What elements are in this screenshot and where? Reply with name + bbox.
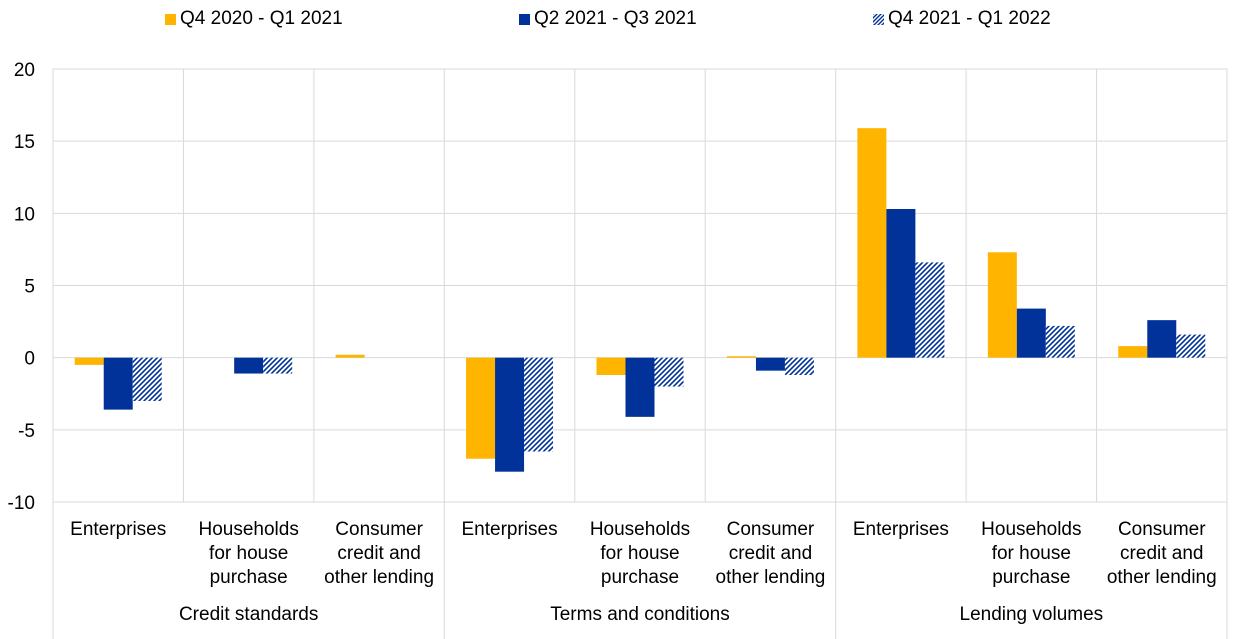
bar-3-2 [263, 357, 293, 374]
legend-item-series-3: Q4 2021 - Q1 2022 [873, 8, 1051, 30]
y-tick-label: -5 [18, 421, 35, 442]
y-tick-label: 5 [24, 277, 35, 298]
bar-2-2 [234, 357, 264, 374]
legend-swatch-series-2 [519, 13, 530, 25]
legend-item-series-1: Q4 2020 - Q1 2021 [165, 8, 343, 30]
x-category-label: Households for house purchase [590, 519, 690, 588]
bar-2-7 [886, 209, 916, 358]
y-tick-label: 10 [14, 204, 35, 225]
legend-label-series-1: Q4 2020 - Q1 2021 [180, 8, 343, 29]
bar-1-7 [857, 128, 887, 358]
bar-3-1 [132, 357, 162, 401]
legend-swatch-series-1 [165, 13, 176, 25]
x-category-label: Consumer credit and other lending [324, 519, 434, 588]
x-category-label: Consumer credit and other lending [716, 519, 826, 588]
bar-1-6 [726, 356, 756, 358]
bar-3-8 [1045, 325, 1075, 358]
x-category-label: Enterprises [462, 519, 558, 540]
y-tick-label: 15 [14, 132, 35, 153]
x-category-label: Households for house purchase [198, 519, 298, 588]
bars [74, 128, 1206, 472]
bar-3-9 [1176, 334, 1206, 358]
bar-1-8 [987, 252, 1017, 358]
bar-3-6 [784, 357, 814, 375]
bar-2-5 [625, 357, 655, 417]
bar-1-1 [74, 357, 104, 365]
bar-1-4 [466, 357, 496, 459]
legend-swatch-series-3 [873, 13, 884, 25]
y-tick-label: 0 [24, 349, 35, 370]
x-group-label: Credit standards [179, 604, 318, 625]
y-tick-label: 20 [14, 60, 35, 81]
y-tick-label: -10 [8, 493, 35, 514]
legend-label-series-3: Q4 2021 - Q1 2022 [888, 8, 1051, 29]
chart-legend: Q4 2020 - Q1 2021 Q2 2021 - Q3 2021 Q4 2… [0, 8, 1240, 38]
bar-1-5 [596, 357, 626, 375]
bar-3-4 [524, 357, 554, 452]
legend-label-series-2: Q2 2021 - Q3 2021 [534, 8, 697, 29]
bar-3-5 [654, 357, 684, 387]
bar-2-6 [755, 357, 785, 371]
x-category-label: Enterprises [853, 519, 949, 540]
x-category-label: Enterprises [70, 519, 166, 540]
axes: -10 -5 0 5 10 15 20 Enterprises Households for ho… [8, 60, 1217, 639]
bar-2-9 [1147, 320, 1177, 358]
x-category-label: Consumer credit and other lending [1107, 519, 1217, 588]
x-category-label: Households for house purchase [981, 519, 1081, 588]
bar-1-9 [1118, 346, 1148, 358]
bar-2-4 [495, 357, 525, 472]
x-group-label: Terms and conditions [550, 604, 730, 625]
bar-3-7 [915, 262, 945, 358]
bar-2-8 [1016, 308, 1046, 358]
bar-1-3 [335, 354, 365, 358]
x-group-label: Lending volumes [960, 604, 1104, 625]
bar-2-1 [103, 357, 133, 410]
legend-item-series-2: Q2 2021 - Q3 2021 [519, 8, 697, 30]
